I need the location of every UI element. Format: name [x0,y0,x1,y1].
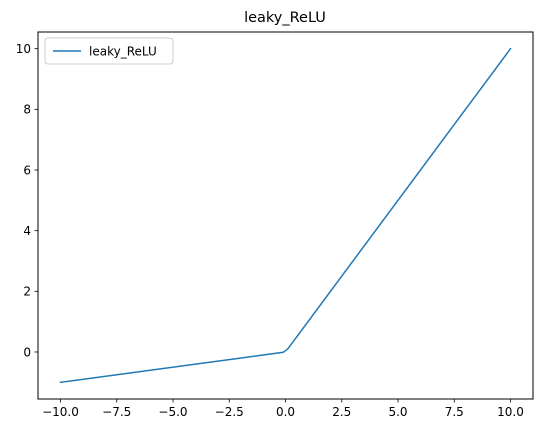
series-layer [59,47,512,384]
series-line-0 [59,47,512,384]
x-tick-label: 2.5 [332,405,351,419]
x-tick-label: 5.0 [388,405,407,419]
x-axis: −10.0 −7.5 −5.0 −2.5 0.0 2.5 5.0 7.5 10.0 [42,399,524,419]
y-tick-label: 4 [23,224,31,238]
axes-frame [37,31,534,400]
y-tick-label: 8 [23,103,31,117]
x-tick-label: −5.0 [158,405,187,419]
x-tick-label: 10.0 [497,405,524,419]
x-tick-label: −7.5 [102,405,131,419]
legend-frame [44,37,174,65]
y-tick-label: 6 [23,163,31,177]
x-tick-label: 0.0 [276,405,295,419]
x-tick-label: 7.5 [445,405,464,419]
y-tick-label: 0 [23,345,31,359]
plot-area [37,31,534,400]
x-tick-label: −10.0 [42,405,79,419]
legend: leaky_ReLU [44,37,174,65]
chart-title: leaky_ReLU [244,10,326,26]
y-tick-label: 2 [23,285,31,299]
legend-label: leaky_ReLU [89,45,157,59]
x-tick-label: −2.5 [215,405,244,419]
y-tick-label: 10 [16,42,31,56]
y-axis: 0 2 4 6 8 10 [16,42,38,359]
